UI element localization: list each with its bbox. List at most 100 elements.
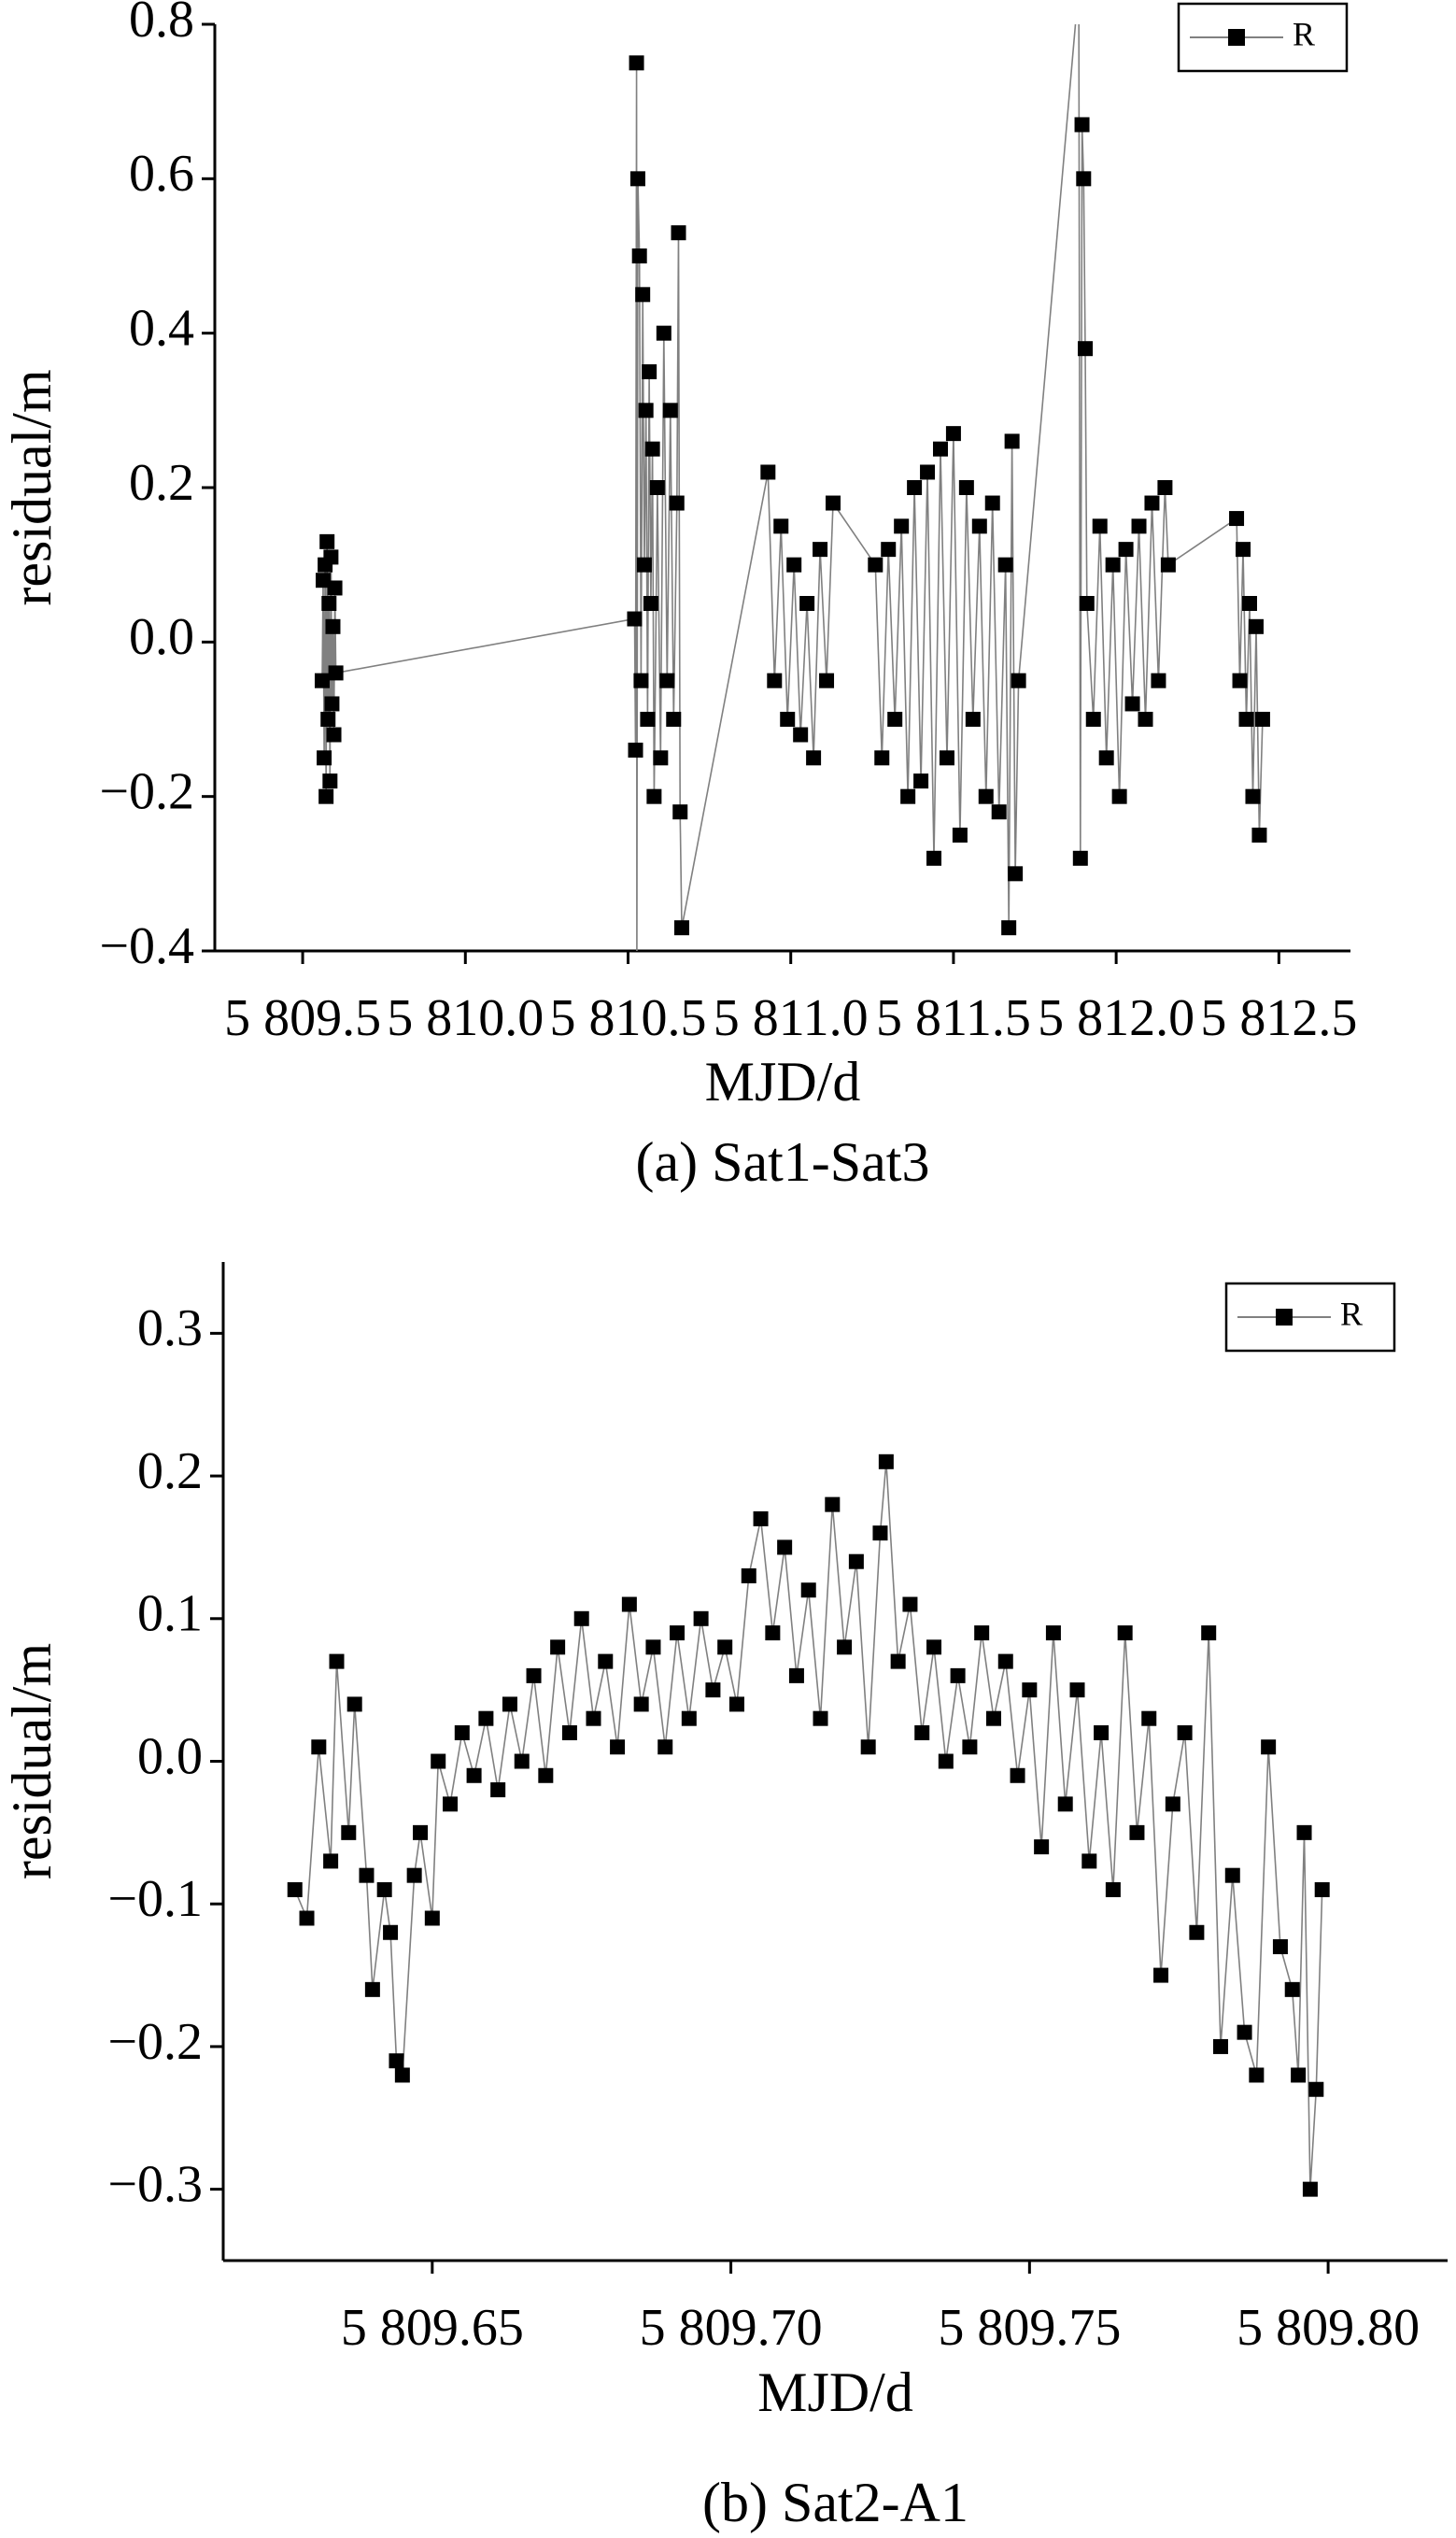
x-tick-label: 5 809.65 [341, 2299, 524, 2357]
data-point [1111, 788, 1127, 804]
data-point [383, 1924, 399, 1940]
data-point [1076, 171, 1092, 187]
data-point [1008, 866, 1024, 882]
data-point [640, 712, 656, 727]
data-point [1057, 1796, 1073, 1812]
caption: (b) Sat2-A1 [702, 2472, 968, 2533]
data-point [1224, 1867, 1240, 1883]
data-point [1314, 1881, 1330, 1897]
data-point [786, 557, 802, 573]
x-tick-label: 5 812.5 [1200, 989, 1357, 1047]
data-point [327, 580, 343, 596]
data-point [598, 1653, 614, 1669]
data-point [670, 1625, 686, 1641]
x-tick-label: 5 810.0 [387, 989, 544, 1047]
data-point [765, 1625, 781, 1641]
data-point [662, 403, 678, 418]
data-point [997, 557, 1013, 573]
y-tick-label: −0.3 [107, 2155, 203, 2213]
data-point [728, 1696, 744, 1712]
data-point [673, 920, 689, 936]
data-point [860, 1739, 876, 1755]
data-point [1117, 1625, 1133, 1641]
data-point [788, 1667, 804, 1683]
y-tick-label: 0.1 [137, 1585, 203, 1643]
data-point [1254, 712, 1270, 727]
data-point [1092, 518, 1108, 534]
data-point [322, 773, 338, 789]
data-point [1004, 433, 1020, 449]
x-tick-label: 5 809.70 [640, 2299, 823, 2357]
data-point [389, 2053, 404, 2069]
data-point [526, 1667, 542, 1683]
data-point [907, 480, 923, 495]
data-point [586, 1710, 601, 1726]
data-point [826, 495, 841, 511]
data-point [514, 1753, 530, 1769]
data-point [780, 712, 796, 727]
y-axis-title: residual/m [1, 1643, 63, 1879]
data-point [1141, 1710, 1157, 1726]
y-tick-label: 0.2 [137, 1442, 203, 1500]
data-point [920, 464, 936, 480]
data-point [1241, 596, 1257, 611]
data-point [1165, 1796, 1180, 1812]
data-point [638, 403, 654, 418]
data-point [311, 1739, 327, 1755]
data-point [645, 1639, 661, 1655]
data-point [669, 495, 685, 511]
data-point [1118, 542, 1134, 558]
data-point [1144, 495, 1160, 511]
data-point [657, 1739, 673, 1755]
data-point [874, 750, 890, 766]
data-point [364, 1981, 380, 1997]
data-point [1131, 518, 1147, 534]
y-tick-label: −0.2 [107, 2013, 203, 2071]
data-point [635, 287, 651, 303]
y-tick-label: 0.2 [129, 454, 194, 512]
data-point [1238, 712, 1254, 727]
data-point [890, 1653, 906, 1669]
data-point [631, 248, 647, 263]
y-tick-label: 0.3 [137, 1299, 203, 1357]
data-point [413, 1824, 429, 1840]
data-point [1151, 673, 1166, 688]
data-point [466, 1767, 482, 1783]
y-tick-label: 0.8 [129, 0, 194, 49]
data-point [945, 426, 961, 442]
data-point [902, 1596, 918, 1612]
chart-panel: 0.3 0.2 0.1 0.0 −0.1 −0.2 −0.3 5 809.65 5 809.70… [1, 1262, 1448, 2533]
data-point [1094, 1724, 1110, 1740]
data-point [394, 2067, 410, 2083]
data-point [1124, 696, 1140, 712]
data-point [320, 712, 336, 727]
data-point [1232, 673, 1248, 688]
y-tick-label: 0.0 [129, 608, 194, 666]
data-point [287, 1881, 303, 1897]
data-point [1160, 557, 1176, 573]
data-point [1069, 1682, 1085, 1698]
data-point [773, 518, 789, 534]
data-point [1072, 850, 1088, 866]
data-point [490, 1782, 506, 1798]
data-point [1237, 2024, 1252, 2040]
data-point [671, 225, 686, 241]
legend-marker [1276, 1309, 1293, 1326]
data-point [767, 673, 783, 688]
data-point [1251, 828, 1267, 843]
legend-label: R [1340, 1295, 1363, 1332]
data-point [974, 1625, 990, 1641]
data-point [646, 788, 662, 804]
data-point [965, 712, 981, 727]
data-point [321, 596, 337, 611]
y-tick-label: 0.4 [129, 300, 194, 358]
data-point [376, 1881, 392, 1897]
data-point [819, 673, 835, 688]
data-point [952, 828, 968, 843]
x-axis-title: MJD/d [705, 1051, 861, 1113]
data-point [760, 464, 776, 480]
data-point [643, 596, 658, 611]
data-point [872, 1525, 888, 1541]
data-point [672, 804, 688, 820]
data-point [659, 673, 675, 688]
